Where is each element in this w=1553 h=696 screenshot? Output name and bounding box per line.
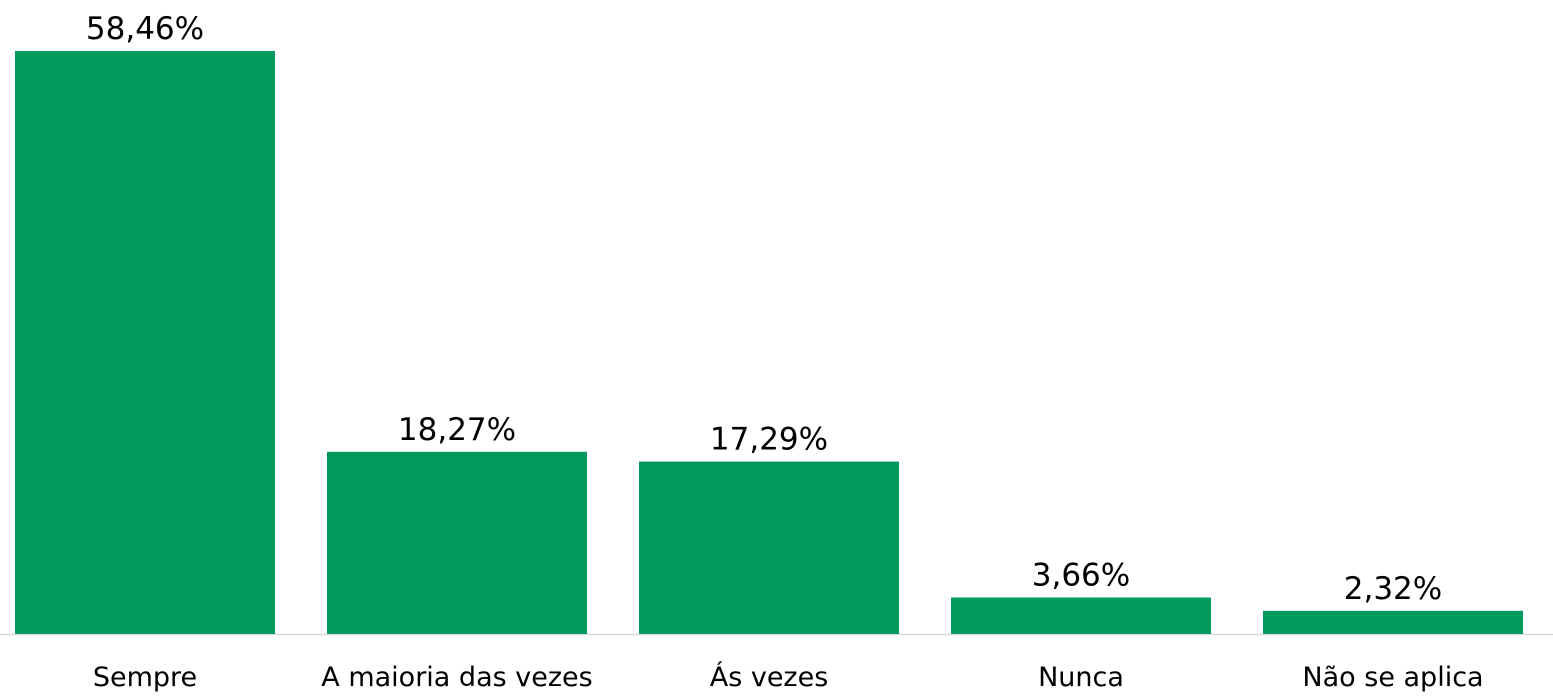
value-label: 2,32% (1344, 571, 1442, 607)
bar (15, 51, 275, 634)
bar (639, 461, 899, 634)
x-tick-label: Sempre (93, 662, 197, 693)
x-tick-label: A maioria das vezes (321, 662, 592, 693)
x-tick-label: Não se aplica (1302, 662, 1483, 693)
bar (951, 597, 1211, 634)
value-label: 17,29% (710, 422, 828, 458)
x-tick-label: Nunca (1038, 662, 1124, 693)
x-tick-label: Ás vezes (710, 661, 829, 693)
value-label: 3,66% (1032, 558, 1130, 594)
value-label: 58,46% (86, 11, 204, 47)
value-label: 18,27% (398, 412, 516, 448)
bar (1263, 610, 1523, 634)
bar (327, 451, 587, 634)
